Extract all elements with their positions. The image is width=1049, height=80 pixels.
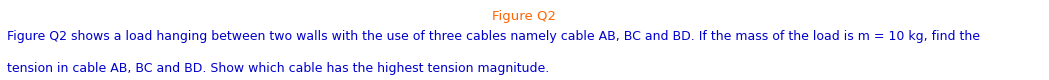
Text: Figure Q2: Figure Q2 (492, 10, 557, 23)
Text: Figure Q2 shows a load hanging between two walls with the use of three cables na: Figure Q2 shows a load hanging between t… (7, 30, 981, 43)
Text: tension in cable AB, BC and BD. Show which cable has the highest tension magnitu: tension in cable AB, BC and BD. Show whi… (7, 62, 550, 75)
